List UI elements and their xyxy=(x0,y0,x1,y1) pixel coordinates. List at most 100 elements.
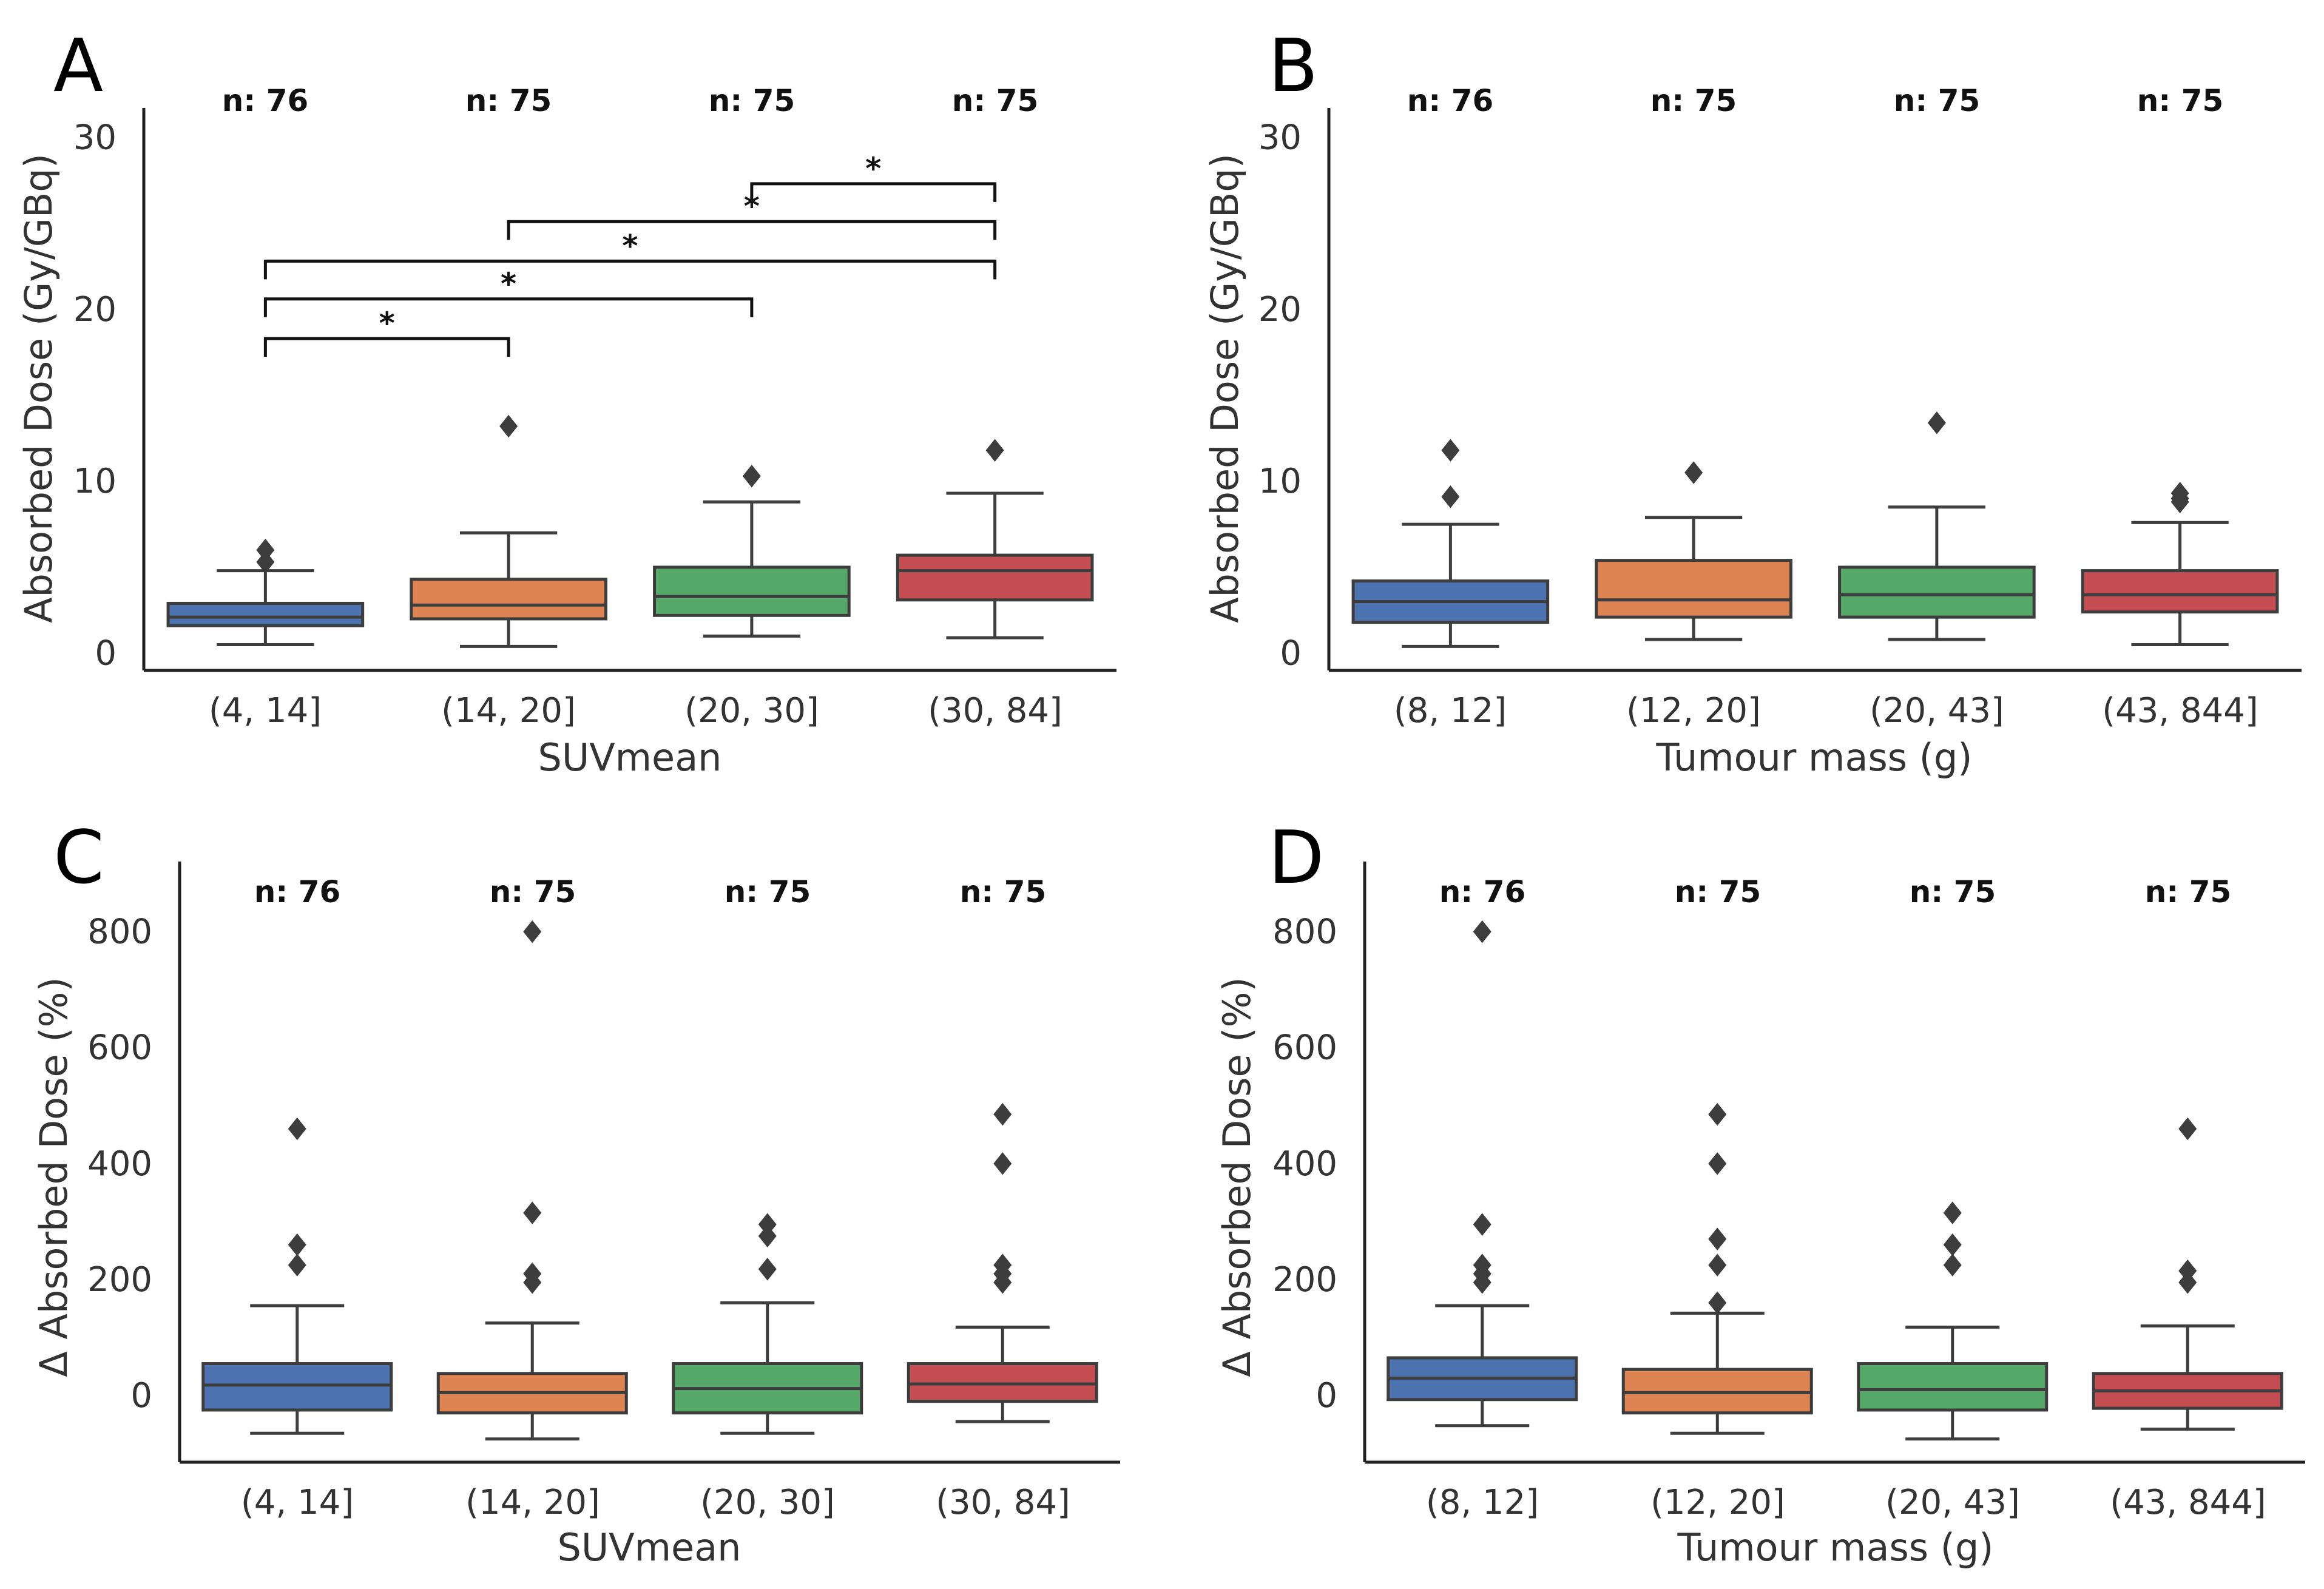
n-label: n: 76 xyxy=(1439,874,1526,909)
outlier-point xyxy=(523,1201,542,1224)
x-axis-label: SUVmean xyxy=(538,735,722,780)
significance-bracket xyxy=(507,220,997,240)
x-tick-label: (4, 14] xyxy=(241,1483,354,1522)
outlier-point xyxy=(2178,1270,2197,1294)
box-group xyxy=(2092,1117,2283,1431)
y-axis-label: Δ Absorbed Dose (%) xyxy=(1215,977,1259,1377)
y-tick-label: 200 xyxy=(87,1260,152,1300)
significance-star: * xyxy=(865,151,881,186)
box-group xyxy=(201,1117,393,1435)
n-label: n: 75 xyxy=(725,874,811,909)
panel-b-n-labels: n: 76 n: 75 n: 75 n: 75 xyxy=(1407,83,2224,118)
y-tick-label: 600 xyxy=(87,1028,152,1068)
panel-c-plot: 0 200 400 600 800 xyxy=(87,862,1120,1464)
box-group xyxy=(1595,461,1792,641)
outlier-point xyxy=(1441,485,1460,508)
y-tick-label: 20 xyxy=(1258,290,1302,329)
significance-bracket xyxy=(750,182,997,202)
y-tick-label: 800 xyxy=(1272,913,1337,952)
panel-a: A n: 76 n: 75 n: 75 n: 75 (4, 14] (14, 2… xyxy=(16,24,1116,780)
x-tick-label: (12, 20] xyxy=(1650,1483,1785,1522)
outlier-point xyxy=(742,464,761,488)
box xyxy=(410,578,607,621)
box xyxy=(1838,565,2036,619)
panel-a-plot: 0 10 20 30 * * * * * xyxy=(73,108,1116,673)
n-label: n: 75 xyxy=(960,874,1047,909)
box-group xyxy=(2081,482,2279,646)
panel-d-plot: 0 200 400 600 800 xyxy=(1272,862,2305,1464)
significance-bracket xyxy=(263,297,754,317)
y-tick-label: 0 xyxy=(1316,1376,1337,1415)
x-tick-label: (20, 43] xyxy=(1870,691,2004,730)
panel-d-x-ticks: (8, 12] (12, 20] (20, 43] (43, 844] xyxy=(1426,1483,2266,1522)
panel-a-n-labels: n: 76 n: 75 n: 75 n: 75 xyxy=(222,83,1039,118)
n-label: n: 75 xyxy=(2137,83,2224,118)
box-group xyxy=(1621,1102,1813,1435)
box xyxy=(201,1362,393,1412)
outlier-point xyxy=(256,550,275,574)
x-axis-label: Tumour mass (g) xyxy=(1677,1525,1993,1570)
x-axis-label: Tumour mass (g) xyxy=(1655,735,1972,780)
outlier-point xyxy=(758,1213,777,1236)
panel-letter-c: C xyxy=(53,816,104,900)
panel-letter-a: A xyxy=(53,24,103,109)
panel-letter-b: B xyxy=(1268,24,1318,109)
y-tick-label: 10 xyxy=(1258,462,1302,501)
box xyxy=(653,565,851,617)
outlier-point xyxy=(1473,1213,1491,1236)
y-tick-label: 800 xyxy=(87,913,152,952)
box xyxy=(1857,1362,2049,1412)
outlier-point xyxy=(1943,1233,1962,1257)
panel-b-x-ticks: (8, 12] (12, 20] (20, 43] (43, 844] xyxy=(1394,691,2258,730)
outlier-point xyxy=(1708,1291,1727,1314)
outlier-point xyxy=(1708,1152,1727,1175)
panel-a-x-ticks: (4, 14] (14, 20] (20, 30] (30, 84] xyxy=(209,691,1062,730)
n-label: n: 75 xyxy=(465,83,552,118)
box-group xyxy=(436,920,628,1441)
x-tick-label: (8, 12] xyxy=(1426,1483,1539,1522)
panel-b: B n: 76 n: 75 n: 75 n: 75 (8, 12] (12, 2… xyxy=(1203,24,2302,780)
n-label: n: 76 xyxy=(254,874,341,909)
x-tick-label: (20, 30] xyxy=(684,691,819,730)
panel-c: C n: 76 n: 75 n: 75 n: 75 (4, 14] (14, 2… xyxy=(32,816,1120,1570)
box-group xyxy=(896,439,1094,639)
box xyxy=(2081,569,2279,614)
significance-bracket xyxy=(263,337,510,357)
box-group xyxy=(1838,411,2036,641)
outlier-point xyxy=(1708,1227,1727,1250)
y-tick-label: 30 xyxy=(1258,118,1302,157)
outlier-point xyxy=(288,1117,306,1141)
outlier-point xyxy=(1708,1102,1727,1126)
y-tick-label: 0 xyxy=(95,634,117,673)
significance-bracket xyxy=(263,259,997,280)
outlier-point xyxy=(2178,1259,2197,1283)
n-label: n: 75 xyxy=(1910,874,1996,909)
panel-d: D n: 76 n: 75 n: 75 n: 75 (8, 12] (12, 2… xyxy=(1215,816,2305,1570)
y-axis-label: Δ Absorbed Dose (%) xyxy=(32,977,76,1377)
box-group xyxy=(1857,1201,2049,1441)
y-tick-label: 200 xyxy=(1272,1260,1337,1300)
outlier-point xyxy=(288,1253,306,1277)
y-tick-label: 400 xyxy=(87,1144,152,1184)
x-tick-label: (30, 84] xyxy=(936,1483,1070,1522)
n-label: n: 75 xyxy=(1675,874,1762,909)
box-group xyxy=(672,1213,863,1435)
y-tick-label: 30 xyxy=(73,118,117,157)
outlier-point xyxy=(758,1224,777,1248)
box xyxy=(1595,559,1792,619)
significance-star: * xyxy=(622,228,638,263)
y-axis-label: Absorbed Dose (Gy/GBq) xyxy=(1203,154,1247,623)
outlier-point xyxy=(1943,1253,1962,1277)
outlier-point xyxy=(993,1253,1012,1277)
box xyxy=(896,553,1094,602)
outlier-point xyxy=(499,414,518,438)
n-label: n: 75 xyxy=(709,83,795,118)
outlier-point xyxy=(1708,1253,1727,1277)
box-group xyxy=(410,414,607,648)
panel-b-plot: 0 10 20 30 xyxy=(1258,108,2302,673)
panel-d-n-labels: n: 76 n: 75 n: 75 n: 75 xyxy=(1439,874,2232,909)
outlier-point xyxy=(523,920,542,943)
n-label: n: 76 xyxy=(222,83,309,118)
n-label: n: 75 xyxy=(952,83,1039,118)
